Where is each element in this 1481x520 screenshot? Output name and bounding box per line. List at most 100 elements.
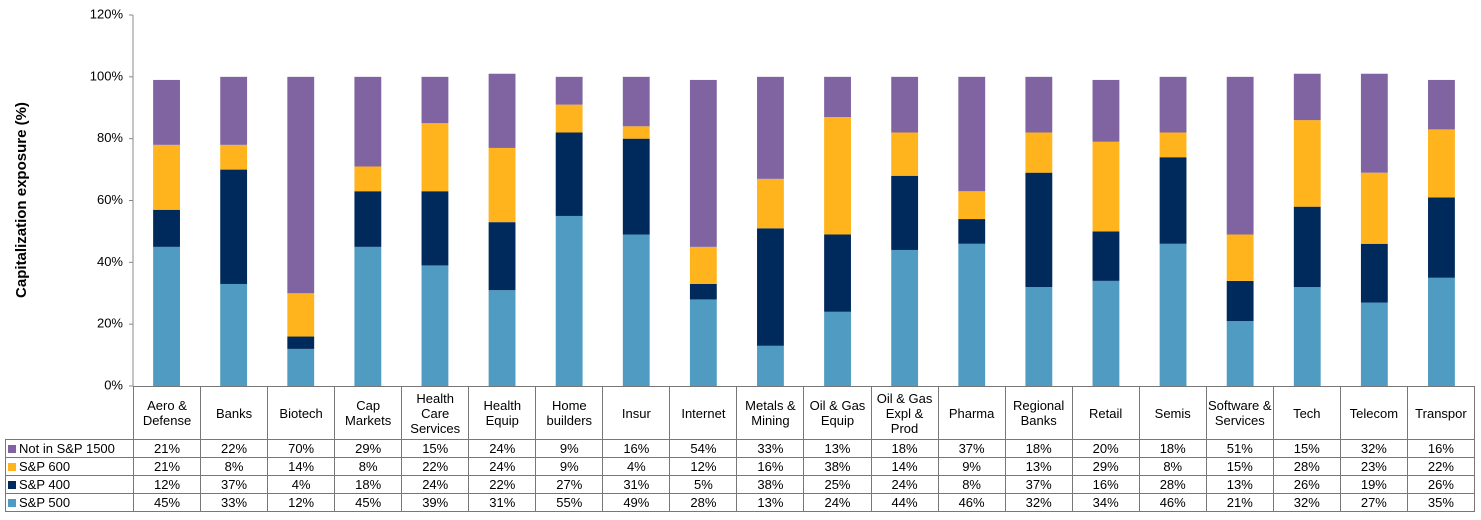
- value-label: 24%: [468, 439, 537, 458]
- value-label: 15%: [1205, 457, 1274, 476]
- bar-segment: [1159, 132, 1187, 158]
- bar-segment: [220, 283, 248, 386]
- table-row: S&P 400 12% 37% 4% 18% 24% 22% 27% 31% 5% 38% 25% 24…: [5, 475, 1476, 494]
- value-label: 46%: [1138, 493, 1207, 512]
- category-label: Health Equip: [468, 386, 537, 440]
- y-tick-label: 120%: [90, 6, 124, 21]
- value-label: 28%: [1138, 475, 1207, 494]
- value-label: 45%: [334, 493, 403, 512]
- category-label: Tech: [1272, 386, 1341, 440]
- bar-segment: [757, 76, 784, 179]
- value-label: 31%: [468, 493, 537, 512]
- value-label: 16%: [736, 457, 805, 476]
- bar-segment: [287, 336, 315, 349]
- category-label: Transpor: [1406, 386, 1476, 440]
- bar-segment: [1226, 76, 1254, 235]
- value-label: 70%: [267, 439, 336, 458]
- table-row: S&P 500 45% 33% 12% 45% 39% 31% 55% 49% 28% 13% 24%…: [5, 493, 1476, 512]
- value-label: 14%: [870, 457, 939, 476]
- bar-segment: [1293, 206, 1321, 288]
- bar-segment: [488, 147, 516, 223]
- bar-segment: [622, 126, 650, 139]
- value-label: 8%: [334, 457, 403, 476]
- bar-segment: [354, 246, 382, 386]
- value-label: 24%: [401, 475, 470, 494]
- value-label: 8%: [937, 475, 1006, 494]
- bar-segment: [354, 76, 382, 167]
- value-label: 32%: [1272, 493, 1341, 512]
- value-label: 18%: [334, 475, 403, 494]
- bar-segment: [153, 246, 180, 386]
- corner: [6, 387, 134, 440]
- value-label: 54%: [669, 439, 738, 458]
- value-label: 27%: [1339, 493, 1408, 512]
- bar-segment: [153, 144, 180, 210]
- value-label: 51%: [1205, 439, 1274, 458]
- value-label: 24%: [803, 493, 872, 512]
- bar-segment: [287, 76, 315, 294]
- bar-segment: [824, 234, 851, 312]
- legend-entry: S&P 400: [5, 475, 134, 494]
- bar-segment: [1025, 172, 1053, 288]
- value-label: 37%: [937, 439, 1006, 458]
- category-label: Semis: [1138, 386, 1207, 440]
- value-label: 46%: [937, 493, 1006, 512]
- value-label: 37%: [200, 475, 269, 494]
- bar-segment: [689, 79, 717, 247]
- value-label: 45%: [132, 493, 202, 512]
- data-table: Aero & Defense Banks Biotech Cap Markets Hea…: [5, 386, 1476, 512]
- value-label: 12%: [132, 475, 202, 494]
- bar-segment: [958, 243, 986, 386]
- bar-segment: [891, 132, 919, 176]
- legend-entry: S&P 600: [5, 457, 134, 476]
- value-label: 18%: [870, 439, 939, 458]
- bar-segment: [220, 76, 248, 145]
- y-tick-label: 80%: [97, 130, 123, 145]
- value-label: 27%: [535, 475, 604, 494]
- value-label: 44%: [870, 493, 939, 512]
- value-label: 16%: [602, 439, 671, 458]
- legend-swatch: [8, 499, 16, 507]
- bar-segment: [958, 191, 986, 220]
- bar-segment: [555, 76, 583, 105]
- value-label: 12%: [267, 493, 336, 512]
- y-tick-label: 0%: [104, 377, 123, 392]
- bar-segment: [421, 265, 449, 386]
- bar-segment: [287, 348, 315, 386]
- value-label: 22%: [401, 457, 470, 476]
- category-label: Retail: [1071, 386, 1140, 440]
- bar-segment: [622, 76, 650, 127]
- bar-segment: [824, 311, 851, 386]
- value-label: 25%: [803, 475, 872, 494]
- category-label: Oil & Gas Equip: [803, 386, 872, 440]
- bar-segment: [1428, 277, 1455, 386]
- bar-segment: [421, 191, 449, 266]
- value-label: 22%: [468, 475, 537, 494]
- bar-segment: [488, 73, 516, 148]
- bar-segment: [622, 234, 650, 386]
- y-axis-label: Capitalization exposure (%): [13, 102, 30, 298]
- value-label: 9%: [937, 457, 1006, 476]
- table-row: S&P 600 21% 8% 14% 8% 22% 24% 9% 4% 12% 16% 38% 14% 9…: [5, 457, 1476, 476]
- bar-segment: [1025, 76, 1053, 133]
- value-label: 4%: [602, 457, 671, 476]
- table-header-row: Aero & Defense Banks Biotech Cap Markets Hea…: [6, 386, 1476, 440]
- bar-segment: [757, 178, 784, 229]
- legend-swatch: [8, 481, 16, 489]
- bar-segment: [354, 166, 382, 192]
- category-label: Cap Markets: [334, 386, 403, 440]
- bar-segment: [354, 191, 382, 247]
- bar-segment: [153, 79, 180, 145]
- value-label: 21%: [1205, 493, 1274, 512]
- value-label: 34%: [1071, 493, 1140, 512]
- value-label: 29%: [334, 439, 403, 458]
- bar-segment: [421, 76, 449, 124]
- legend-label: S&P 400: [19, 477, 71, 492]
- category-label: Internet: [669, 386, 738, 440]
- bar-segment: [555, 215, 583, 386]
- bar-segment: [622, 138, 650, 235]
- bar-segment: [958, 219, 986, 244]
- bar-segment: [1293, 287, 1321, 386]
- bar-segment: [891, 175, 919, 250]
- value-label: 32%: [1339, 439, 1408, 458]
